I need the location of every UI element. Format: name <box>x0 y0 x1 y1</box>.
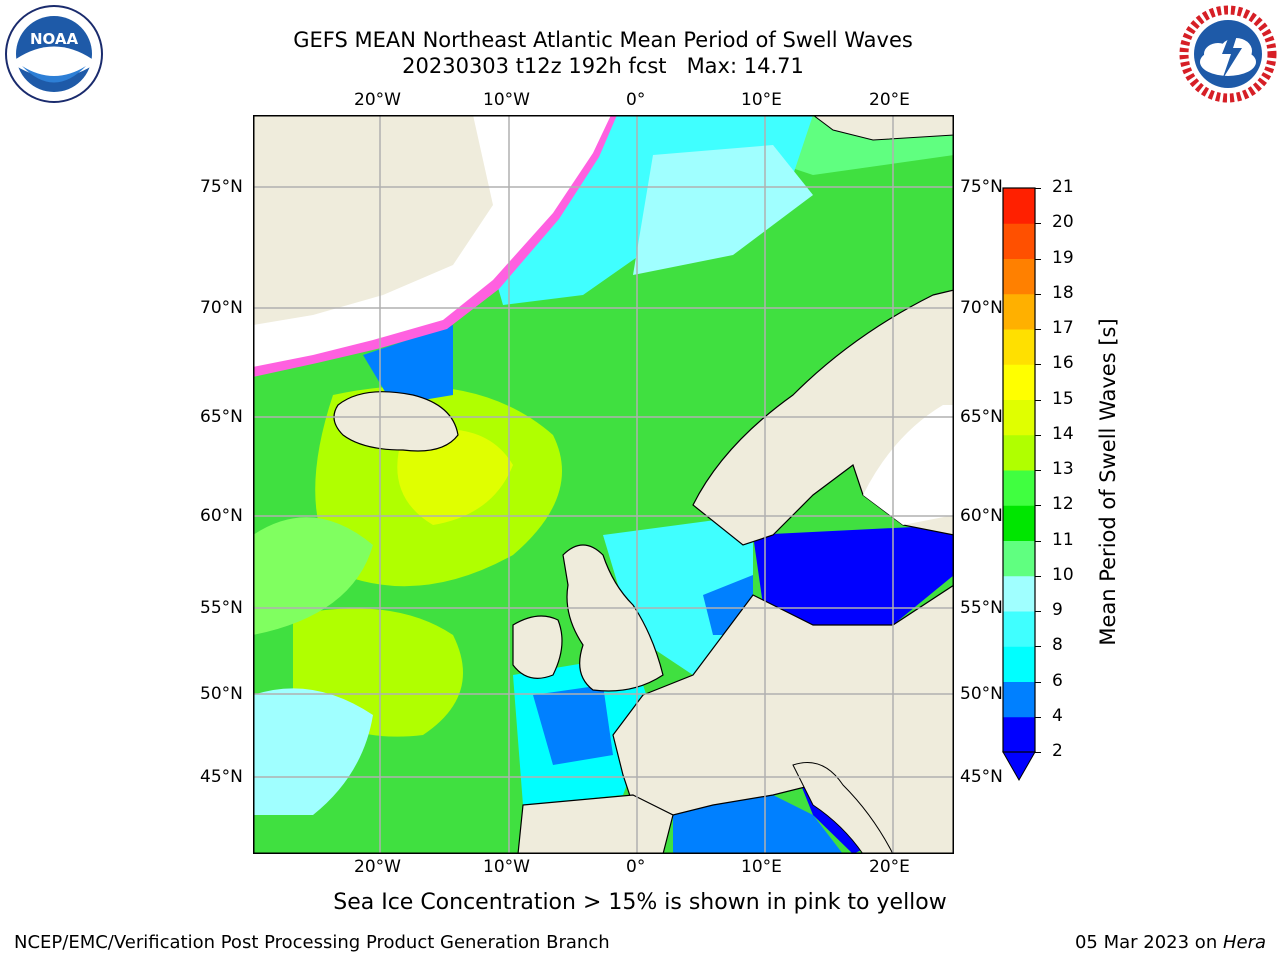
colorbar-tick-mark <box>1035 540 1041 542</box>
colorbar-segment <box>1003 611 1035 647</box>
lat-label-right-65: 65°N <box>960 407 1003 427</box>
iberia-land <box>517 794 674 854</box>
colorbar-segment <box>1003 575 1035 612</box>
colorbar-tick-mark <box>1035 258 1041 260</box>
chart-subtitle: 20230303 t12z 192h fcst Max: 14.71 <box>402 54 804 78</box>
colorbar-tick-label: 18 <box>1052 282 1074 303</box>
colorbar-tick-label: 14 <box>1052 423 1074 444</box>
baltic-sea-zone <box>753 525 954 625</box>
colorbar-tick-mark <box>1035 716 1041 718</box>
lon-label-top-0: 0° <box>626 90 646 110</box>
noaa-text: NOAA <box>30 30 79 48</box>
ireland-land <box>512 615 563 679</box>
colorbar-tick-mark <box>1035 434 1041 436</box>
colorbar-tick-mark <box>1035 364 1041 366</box>
map-frame <box>253 115 954 854</box>
graticule <box>253 115 954 854</box>
lat-label-left-50: 50°N <box>200 684 243 704</box>
colorbar-tick-mark <box>1035 575 1041 577</box>
colorbar-tick-label: 10 <box>1052 564 1074 585</box>
colorbar-tick-label: 17 <box>1052 318 1074 338</box>
colorbar-tick-mark <box>1035 681 1041 683</box>
lon-label-top-10w: 10°W <box>483 90 530 110</box>
colorbar-segment <box>1003 258 1035 295</box>
colorbar-tick-label: 12 <box>1052 494 1074 515</box>
lon-label-bottom-0: 0° <box>626 857 646 877</box>
lon-label-top-20w: 20°W <box>354 90 401 110</box>
colorbar-segment <box>1003 188 1035 224</box>
colorbar-segment <box>1003 434 1035 471</box>
footer-machine: Hera <box>1222 932 1266 953</box>
lon-label-bottom-10w: 10°W <box>483 857 530 877</box>
swell-period-map <box>253 115 954 854</box>
noaa-logo: NOAA <box>5 5 103 103</box>
great-britain-land <box>562 544 664 692</box>
sea-ice-edge <box>253 115 617 377</box>
colorbar-tick-label: 8 <box>1052 635 1063 656</box>
colorbar-tick-label: 2 <box>1052 741 1063 761</box>
colorbar-tick-label: 19 <box>1052 247 1074 268</box>
colorbar-segment <box>1003 364 1035 400</box>
colorbar-tick-mark <box>1035 223 1041 225</box>
colorbar-tick-label: 9 <box>1052 600 1063 620</box>
lat-label-right-70: 70°N <box>960 298 1003 318</box>
sea-ice-caption: Sea Ice Concentration > 15% is shown in … <box>333 890 947 915</box>
colorbar-tick-mark <box>1035 329 1041 330</box>
colorbar-label: Mean Period of Swell Waves [s] <box>1096 318 1120 646</box>
colorbar-tick-label: 6 <box>1052 670 1063 691</box>
colorbar-segment <box>1003 223 1035 259</box>
colorbar-segment <box>1003 646 1035 682</box>
colorbar-segment <box>1003 505 1035 541</box>
lat-label-right-50: 50°N <box>960 684 1003 704</box>
lat-label-left-60: 60°N <box>200 506 243 526</box>
nws-logo <box>1179 5 1277 103</box>
colorbar-segment <box>1003 716 1035 753</box>
lat-label-right-60: 60°N <box>960 506 1003 526</box>
colorbar-segment <box>1003 293 1035 330</box>
colorbar-segment <box>1003 329 1035 365</box>
colorbar-tick-mark <box>1035 646 1041 648</box>
colorbar-under-arrow <box>1002 751 1036 782</box>
lat-label-left-75: 75°N <box>200 177 243 197</box>
colorbar-tick-mark <box>1035 293 1041 295</box>
colorbar-segment <box>1003 470 1035 506</box>
iceland-land <box>333 391 459 452</box>
colorbar-segment <box>1003 399 1035 436</box>
lat-label-left-45: 45°N <box>200 767 243 787</box>
footer-organization: NCEP/EMC/Verification Post Processing Pr… <box>14 932 610 953</box>
colorbar-tick-label: 15 <box>1052 388 1074 409</box>
colorbar-tick-mark <box>1035 399 1041 401</box>
colorbar-segment <box>1003 681 1035 718</box>
lat-label-right-55: 55°N <box>960 598 1003 618</box>
colorbar-tick-label: 16 <box>1052 353 1074 374</box>
colorbar-tick-label: 20 <box>1052 212 1074 233</box>
lon-label-top-10e: 10°E <box>741 90 782 110</box>
colorbar-tick-mark <box>1035 611 1041 612</box>
colorbar <box>1002 187 1036 782</box>
colorbar-tick-mark <box>1035 188 1041 189</box>
footer-date-text: 05 Mar 2023 on <box>1074 932 1223 953</box>
lat-label-right-45: 45°N <box>960 767 1003 787</box>
lat-label-left-65: 65°N <box>200 407 243 427</box>
lon-label-bottom-20e: 20°E <box>869 857 910 877</box>
lon-label-top-20e: 20°E <box>869 90 910 110</box>
colorbar-tick-label: 21 <box>1052 177 1074 197</box>
colorbar-segment <box>1003 540 1035 577</box>
colorbar-tick-mark <box>1035 470 1041 471</box>
colorbar-tick-label: 4 <box>1052 705 1063 726</box>
lat-label-left-70: 70°N <box>200 298 243 318</box>
lat-label-right-75: 75°N <box>960 177 1003 197</box>
colorbar-tick-mark <box>1035 505 1041 507</box>
mediterranean-zone <box>673 795 843 854</box>
colorbar-tick-mark <box>1035 752 1041 753</box>
chart-title: GEFS MEAN Northeast Atlantic Mean Period… <box>293 28 913 52</box>
lon-label-bottom-20w: 20°W <box>354 857 401 877</box>
colorbar-tick-label: 13 <box>1052 459 1074 479</box>
italy-land <box>792 762 894 854</box>
colorbar-tick-label: 11 <box>1052 529 1074 550</box>
lat-label-left-55: 55°N <box>200 598 243 618</box>
lon-label-bottom-10e: 10°E <box>741 857 782 877</box>
footer-date: 05 Mar 2023 on Hera <box>1075 932 1266 953</box>
greenland-land <box>253 115 493 325</box>
